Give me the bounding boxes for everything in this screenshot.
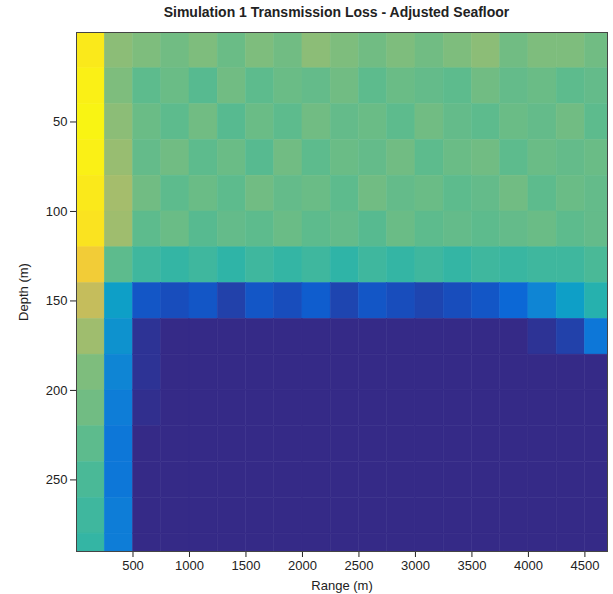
- html-text:Simulation 1 Transmission Loss: Simulation 1 Transmission Loss - Adjuste…: [163, 4, 510, 20]
- svg-text:3500: 3500: [457, 558, 486, 573]
- svg-text:4000: 4000: [514, 558, 543, 573]
- svg-text:150: 150: [46, 293, 68, 308]
- svg-text:200: 200: [46, 383, 68, 398]
- svg-text:Depth (m): Depth (m): [16, 263, 31, 321]
- svg-text:Range (m): Range (m): [311, 578, 372, 593]
- svg-text:3000: 3000: [401, 558, 430, 573]
- svg-text:1500: 1500: [232, 558, 261, 573]
- svg-text:4500: 4500: [570, 558, 599, 573]
- svg-text:100: 100: [46, 204, 68, 219]
- svg-text:2500: 2500: [344, 558, 373, 573]
- svg-text:50: 50: [53, 114, 67, 129]
- svg-text:1000: 1000: [175, 558, 204, 573]
- svg-text:250: 250: [46, 472, 68, 487]
- svg-text:500: 500: [122, 558, 144, 573]
- svg-text:2000: 2000: [288, 558, 317, 573]
